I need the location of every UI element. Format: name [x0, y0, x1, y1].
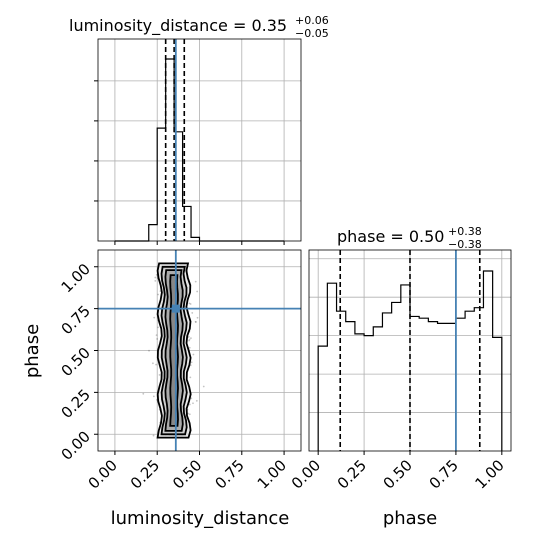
density-sample-point-477	[188, 338, 191, 341]
density-ytick-label-0: 0.00	[58, 428, 94, 464]
luminosity-distance-title-main: luminosity_distance = 0.35	[69, 16, 287, 36]
phase-xtick-label-1: 0.25	[334, 456, 370, 492]
density-sample-point-730	[153, 316, 156, 319]
phase-title-upper: +0.38	[448, 225, 482, 238]
density-sample-point-822	[188, 413, 191, 416]
phase-histogram-panel: 0.00 0.25 0.50 0.75 1.00 phase phase = 0.50 …	[288, 225, 512, 529]
density-sample-point-454	[188, 302, 191, 305]
phase-xtick-label-4: 1.00	[471, 456, 507, 492]
density-sample-point-0	[202, 385, 205, 388]
density-sample-point-776	[154, 279, 157, 282]
density-sample-point-521	[157, 293, 160, 296]
density-sample-point-250	[154, 276, 157, 279]
density-sample-point-406	[188, 339, 190, 342]
density-sample-point-894	[190, 337, 192, 339]
density-sample-point-430	[155, 334, 158, 336]
density-sample-point-744	[190, 361, 193, 364]
density-sample-point-882	[158, 374, 161, 376]
luminosity-distance-histogram-panel: luminosity_distance = 0.35 +0.06 −0.05	[69, 14, 329, 245]
density-ytick-label-1: 0.25	[58, 386, 94, 422]
density-panel: 0.00 0.25 0.50 0.75 1.00 0.000.250.500.751.0…	[22, 249, 302, 529]
density-ylabel: phase	[22, 324, 43, 378]
density-sample-point-213	[192, 353, 195, 356]
phase-xtick-label-3: 0.75	[426, 456, 462, 492]
phase-title-lower: −0.38	[448, 238, 482, 251]
phase-xtick-label-2: 0.50	[380, 456, 416, 492]
phase-title: phase = 0.50	[337, 227, 444, 246]
density-sample-point-805	[189, 303, 192, 305]
density-sample-point-257	[155, 363, 158, 366]
density-xlabel: luminosity_distance	[111, 508, 290, 529]
density-contour-1	[164, 269, 184, 432]
density-contour-2	[160, 265, 188, 436]
density-sample-point-842	[156, 338, 159, 340]
density-sample-point-29	[190, 397, 193, 400]
density-sample-point-353	[194, 280, 197, 283]
density-sample-point-633	[192, 402, 194, 405]
phase-xtick-label-0: 0.00	[288, 456, 324, 492]
density-sample-point-35	[152, 395, 155, 398]
density-ytick-label-3: 0.75	[58, 302, 94, 338]
density-sample-point-145	[195, 399, 198, 402]
density-sample-point-735	[189, 376, 192, 379]
density-ytick-label-4: 1.00	[58, 260, 94, 296]
density-sample-point-251	[194, 321, 197, 323]
density-sample-point-585	[157, 326, 159, 329]
luminosity-distance-title: luminosity_distance = 0.35	[69, 16, 287, 36]
density-sample-point-565	[148, 349, 150, 352]
density-sample-point-363	[188, 403, 191, 406]
density-sample-point-301	[194, 320, 197, 323]
density-sample-point-294	[196, 316, 199, 319]
density-sample-point-461	[196, 290, 199, 293]
density-sample-point-665	[187, 335, 190, 338]
density-truth-marker	[171, 304, 180, 313]
density-contour-3	[156, 262, 192, 439]
density-xtick-label-3: 0.75	[211, 456, 247, 492]
density-sample-point-231	[191, 312, 194, 314]
density-xtick-label-0: 0.00	[85, 456, 121, 492]
density-ytick-label-2: 0.50	[58, 344, 94, 380]
luminosity-distance-title-upper: +0.06	[295, 14, 329, 27]
density-xtick-label-2: 0.50	[169, 456, 205, 492]
density-xtick-label-1: 0.25	[127, 456, 163, 492]
density-sample-point-518	[142, 392, 145, 395]
density-sample-point-235	[188, 346, 191, 349]
density-contour-0	[169, 274, 179, 427]
luminosity-distance-title-lower: −0.05	[295, 27, 329, 40]
density-xtick-label-4: 1.00	[254, 456, 290, 492]
phase-xlabel: phase	[383, 508, 437, 529]
density-sample-point-431	[152, 362, 154, 365]
phase-title-main: phase = 0.50	[337, 227, 444, 246]
density-sample-point-284	[152, 434, 155, 437]
